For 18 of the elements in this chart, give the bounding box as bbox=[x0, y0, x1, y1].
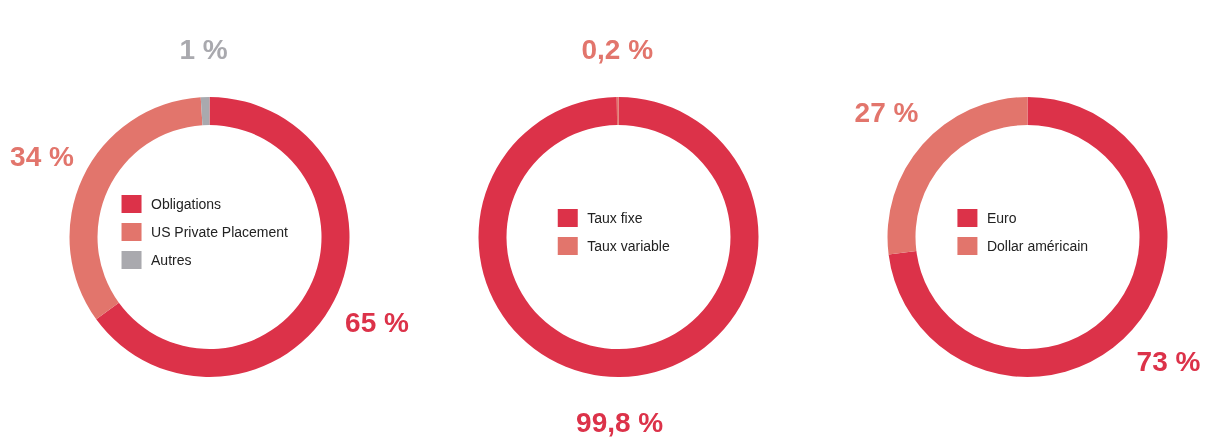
data-label: 0,2 % bbox=[581, 33, 654, 65]
donut-slice bbox=[478, 97, 759, 377]
data-label: 99,8 % bbox=[576, 406, 664, 438]
legend-label: Taux fixe bbox=[587, 210, 643, 226]
data-label: 27 % bbox=[854, 97, 919, 129]
legend-label: Euro bbox=[986, 210, 1017, 226]
donut-slice bbox=[887, 97, 1028, 255]
data-label: 65 % bbox=[345, 306, 410, 338]
data-label: 34 % bbox=[10, 141, 75, 173]
legend-label: US Private Placement bbox=[151, 224, 288, 240]
data-label: 73 % bbox=[1136, 345, 1201, 377]
legend-label: Dollar américain bbox=[986, 238, 1089, 254]
legend-label: Obligations bbox=[151, 196, 222, 212]
legend-label: Taux variable bbox=[587, 238, 670, 254]
legend-label: Autres bbox=[151, 252, 192, 268]
donut-slice bbox=[200, 97, 210, 126]
donut-slice bbox=[888, 97, 1168, 377]
data-label: 1 % bbox=[179, 33, 228, 65]
